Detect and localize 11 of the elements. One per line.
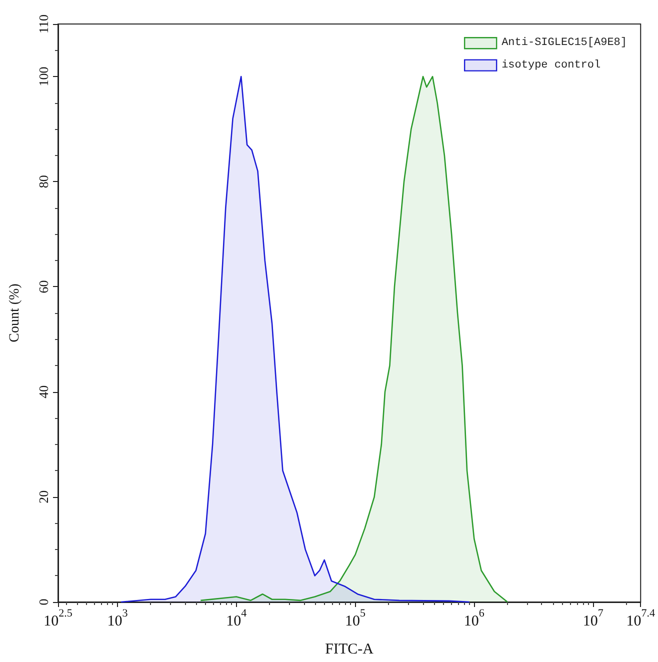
y-tick-label: 60 (36, 280, 51, 294)
y-tick-label: 100 (36, 66, 51, 86)
y-tick-label: 0 (36, 598, 51, 606)
y-tick-label: 40 (36, 385, 51, 398)
legend-label: Anti-SIGLEC15[A9E8] (502, 37, 627, 50)
y-tick-label: 80 (36, 175, 51, 188)
legend-label: isotype control (502, 59, 601, 72)
x-axis-title: FITC-A (325, 642, 374, 658)
y-tick-label: 110 (36, 14, 51, 34)
y-axis-title: Count (%) (8, 283, 22, 342)
y-tick-label: 20 (36, 490, 51, 504)
